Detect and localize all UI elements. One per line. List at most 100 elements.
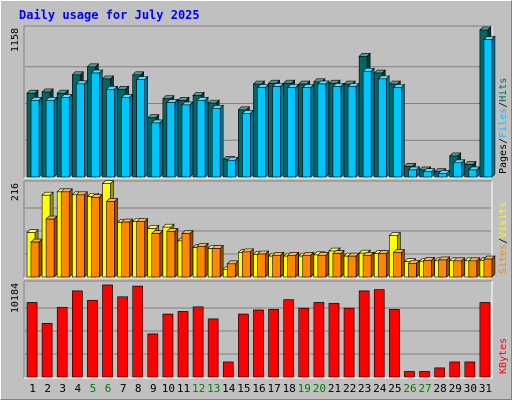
bar-sites-day-20	[317, 251, 330, 278]
bar-files-day-10	[166, 98, 179, 178]
bar-kbytes-day-9	[147, 333, 159, 378]
bar-files-day-5	[90, 69, 104, 178]
x-tick-label: 17	[267, 382, 280, 395]
bar-sites-day-25	[392, 248, 406, 278]
legend-sites: Sites	[498, 244, 509, 274]
x-tick-label: 23	[358, 382, 371, 395]
x-tick-label: 10	[162, 382, 175, 395]
legend-separator: /	[498, 138, 509, 144]
bar-kbytes-day-21	[328, 302, 340, 378]
bar-kbytes-day-22	[343, 307, 355, 378]
bar-kbytes-day-8	[132, 285, 143, 378]
bar-files-day-31	[483, 35, 496, 178]
bar-sites-day-10	[166, 227, 179, 278]
legend-kbytes: KBytes	[498, 338, 509, 374]
x-tick-label: 15	[237, 382, 250, 395]
bar-files-day-27	[422, 167, 436, 178]
bar-kbytes-day-30	[464, 361, 476, 378]
bar-files-day-2	[45, 96, 58, 178]
bar-files-day-9	[151, 119, 164, 178]
panel-kbytes: 10184 KBytes	[10, 280, 509, 379]
legend: Sites/Visits	[498, 202, 509, 274]
bar-kbytes-day-27	[419, 371, 430, 378]
bar-files-day-17	[271, 82, 285, 178]
y-max-label: 216	[10, 183, 21, 201]
bar-sites-day-22	[347, 252, 360, 278]
x-tick-label: 5	[90, 382, 97, 395]
bar-sites-day-16	[256, 250, 270, 278]
bar-files-day-7	[120, 93, 134, 178]
bar-files-day-15	[241, 109, 255, 178]
bar-kbytes-day-16	[253, 309, 264, 378]
bar-kbytes-day-6	[102, 284, 113, 378]
x-tick-label: 18	[283, 382, 296, 395]
x-axis-day-labels: 1 2 3 4 5 6 7 8 9 10 11 12 13 14 15 16 17 18 19 20 21 22 23 24 2…	[29, 382, 492, 395]
legend-hits: Hits	[498, 78, 509, 102]
bar-sites-day-2	[45, 215, 58, 278]
bar-sites-day-14	[226, 260, 239, 278]
bar-sites-day-13	[211, 244, 224, 278]
x-tick-label: 7	[120, 382, 127, 395]
bar-sites-day-6	[105, 197, 119, 278]
legend-pages: Pages	[498, 144, 509, 174]
chart-panels: 1158Pages/Files/Hits216Sites/Visits10184…	[10, 25, 509, 379]
bar-files-day-11	[181, 101, 194, 178]
bar-files-day-30	[468, 166, 481, 178]
y-max-label: 1158	[10, 28, 21, 52]
bar-sites-day-15	[241, 248, 255, 278]
bar-sites-day-24	[377, 249, 390, 278]
bar-kbytes-day-3	[56, 306, 68, 378]
bar-files-day-21	[332, 82, 345, 178]
x-tick-label: 3	[59, 382, 66, 395]
chart-title: Daily usage for July 2025	[19, 8, 200, 22]
x-tick-label: 9	[150, 382, 157, 395]
x-tick-label: 6	[105, 382, 112, 395]
bar-sites-day-28	[437, 256, 451, 278]
x-tick-label: 28	[434, 382, 447, 395]
x-tick-label: 11	[177, 382, 190, 395]
bar-kbytes-day-24	[373, 289, 385, 378]
bar-sites-day-7	[120, 218, 134, 278]
bar-sites-day-4	[75, 191, 89, 278]
bar-sites-day-1	[30, 238, 43, 278]
x-tick-label: 30	[464, 382, 477, 395]
x-tick-label: 8	[135, 382, 142, 395]
bar-kbytes-day-2	[41, 323, 53, 378]
bar-kbytes-day-17	[268, 309, 279, 378]
bar-kbytes-day-19	[298, 307, 310, 378]
bar-kbytes-day-15	[238, 313, 249, 378]
bar-files-day-25	[392, 83, 406, 178]
bar-files-day-29	[452, 159, 466, 178]
bar-sites-day-29	[452, 257, 466, 278]
bar-files-day-26	[407, 166, 421, 178]
x-tick-label: 26	[403, 382, 416, 395]
bar-files-day-22	[347, 82, 360, 178]
bar-sites-day-18	[286, 251, 300, 278]
bar-sites-day-11	[181, 229, 194, 278]
bar-sites-day-30	[468, 257, 481, 278]
bar-kbytes-day-29	[449, 361, 461, 378]
bar-files-day-23	[362, 67, 375, 178]
bar-kbytes-day-1	[26, 302, 38, 378]
bar-kbytes-day-26	[404, 371, 415, 378]
bar-kbytes-day-14	[222, 361, 234, 378]
bar-sites-day-17	[271, 251, 285, 278]
x-tick-label: 20	[313, 382, 326, 395]
legend-separator: /	[498, 238, 509, 244]
bar-sites-day-3	[60, 188, 73, 278]
x-tick-label: 24	[373, 382, 387, 395]
bar-kbytes-day-31	[479, 302, 491, 378]
x-tick-label: 1	[29, 382, 36, 395]
legend-separator: /	[498, 102, 509, 108]
bar-files-day-12	[196, 96, 209, 178]
bar-sites-day-31	[483, 255, 496, 278]
bar-files-day-1	[30, 96, 43, 178]
x-tick-label: 2	[44, 382, 51, 395]
bar-files-day-28	[437, 169, 451, 178]
x-tick-label: 29	[449, 382, 462, 395]
bar-kbytes-day-4	[71, 290, 83, 378]
bar-files-day-4	[75, 80, 89, 178]
bar-sites-day-23	[362, 251, 375, 278]
bar-kbytes-day-25	[389, 309, 400, 378]
